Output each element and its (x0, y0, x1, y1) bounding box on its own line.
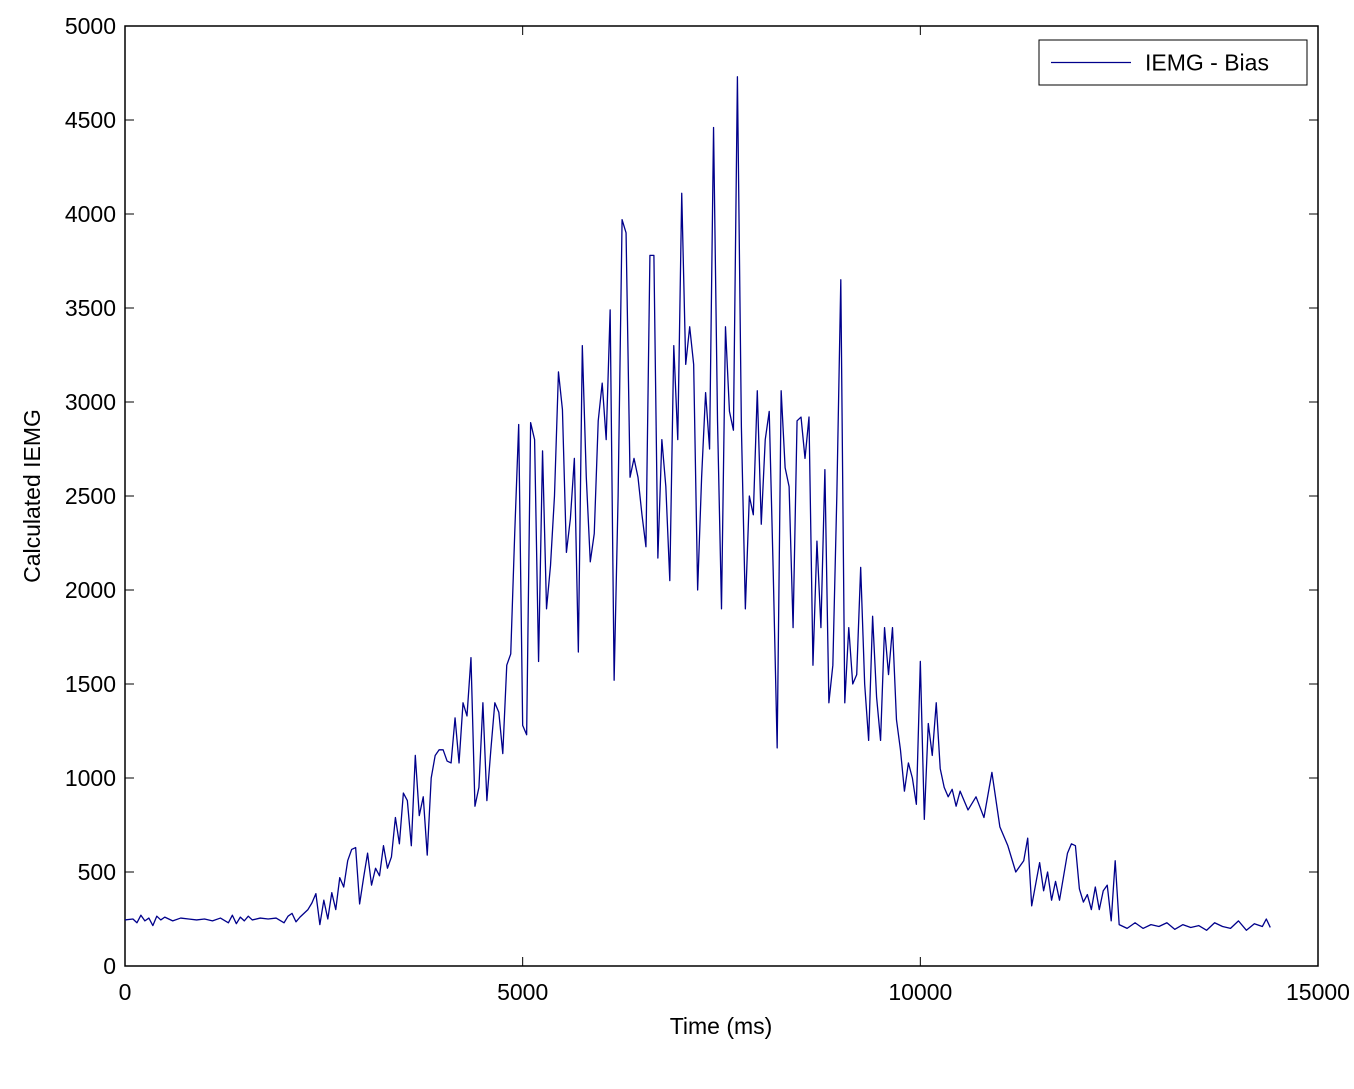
y-tick-label: 2500 (65, 483, 116, 509)
y-tick-label: 4000 (65, 201, 116, 227)
y-tick-label: 3000 (65, 389, 116, 415)
x-axis-label: Time (ms) (670, 1013, 773, 1039)
x-tick-label: 0 (119, 979, 132, 1005)
y-tick-label: 1000 (65, 765, 116, 791)
y-axis-label: Calculated IEMG (19, 409, 45, 583)
y-tick-label: 500 (78, 859, 116, 885)
y-tick-label: 4500 (65, 107, 116, 133)
plot-frame (124, 25, 1319, 967)
legend-label: IEMG - Bias (1145, 50, 1269, 76)
y-tick-label: 2000 (65, 577, 116, 603)
x-tick-label: 15000 (1286, 979, 1350, 1005)
y-tick-label: 3500 (65, 295, 116, 321)
y-tick-label: 5000 (65, 13, 116, 39)
data-line (124, 76, 1271, 931)
x-tick-label: 10000 (888, 979, 952, 1005)
y-tick-label: 0 (103, 953, 116, 979)
x-tick-label: 5000 (497, 979, 548, 1005)
y-tick-label: 1500 (65, 671, 116, 697)
